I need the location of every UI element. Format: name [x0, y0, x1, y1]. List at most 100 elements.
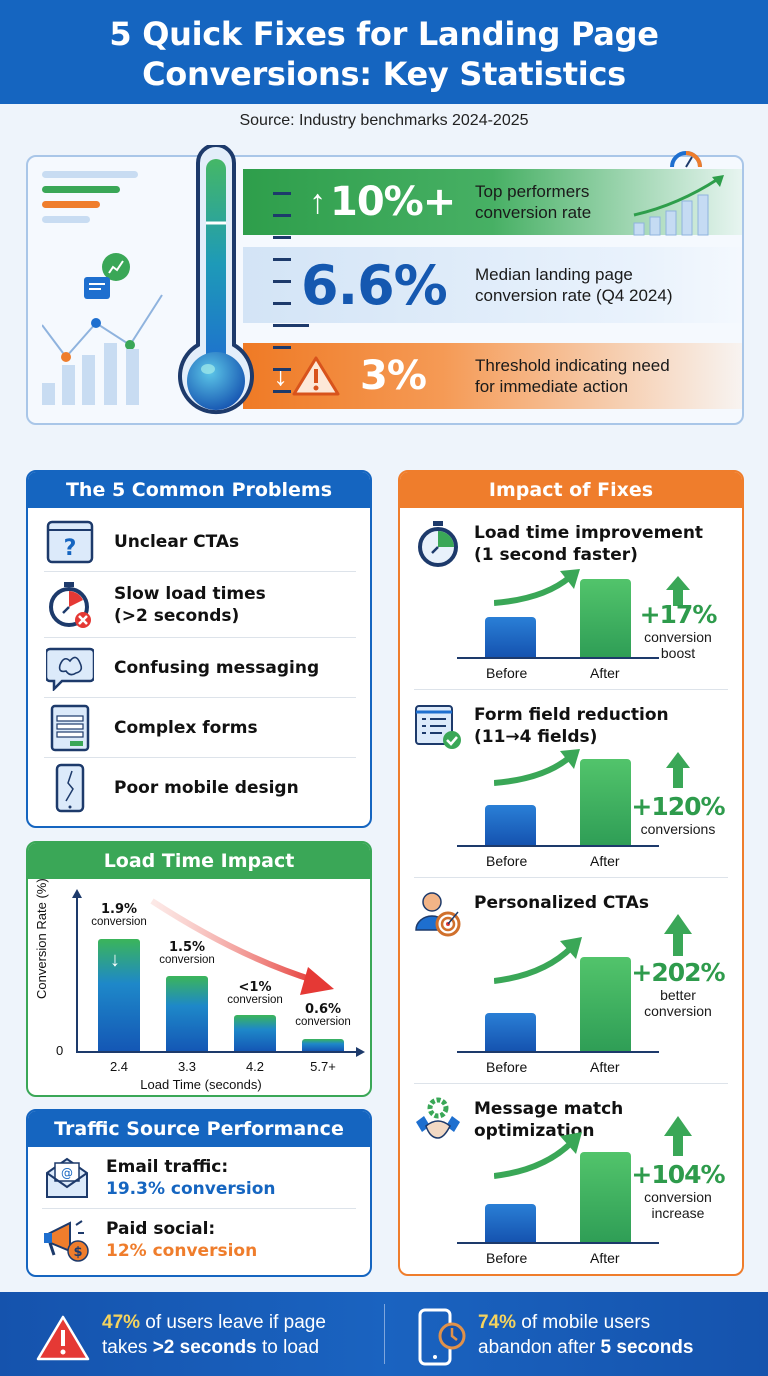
arrow-up-icon: [666, 576, 690, 606]
top-performers-desc: Top performers conversion rate: [475, 182, 592, 222]
arrow-up-icon: ↑: [309, 182, 326, 221]
chart-bar: [166, 976, 208, 1051]
handshake-gear-icon: [416, 1097, 460, 1139]
top-performers-value: 10%+: [330, 179, 456, 225]
traffic-source-panel: Traffic Source Performance @ Email traff…: [26, 1109, 372, 1277]
footer-stats-bar: 47% of users leave if page takes >2 seco…: [0, 1292, 768, 1376]
email-icon: @: [46, 1157, 88, 1198]
form-icon: [50, 704, 90, 751]
footer-stat-load: 47% of users leave if page takes >2 seco…: [102, 1312, 326, 1358]
chart-bar: [234, 1015, 276, 1051]
problem-item: Slow load times (>2 seconds): [44, 572, 356, 638]
threshold-value: 3%: [360, 353, 427, 399]
fix-item-message-match: Message match optimization Before After +…: [414, 1084, 728, 1274]
arrow-up-icon: [664, 914, 692, 956]
common-problems-panel: The 5 Common Problems ? Unclear CTAs Slo…: [26, 470, 372, 828]
improvement-stat: +17% conversion boost: [639, 600, 718, 661]
arrow-down-icon: ↓: [273, 359, 288, 392]
x-axis-label: Load Time (seconds): [140, 1077, 262, 1092]
median-band: 6.6% Median landing page conversion rate …: [243, 247, 742, 323]
bar-label: 1.9% conversion: [91, 902, 147, 928]
arrow-up-icon: [666, 752, 690, 792]
after-bar: [580, 1152, 631, 1242]
problem-item: Poor mobile design: [44, 758, 356, 818]
fix-item-form-fields: Form field reduction (11→4 fields) Before…: [414, 690, 728, 878]
megaphone-dollar-icon: $: [44, 1220, 89, 1262]
top-performers-band: ↑ 10%+ Top performers conversion rate: [243, 151, 742, 236]
median-value: 6.6%: [301, 253, 448, 317]
before-bar: [485, 617, 536, 657]
growth-arrow-icon: [494, 569, 580, 606]
footer-stat-mobile: 74% of mobile users abandon after 5 seco…: [478, 1312, 694, 1358]
warning-icon: [292, 356, 340, 396]
page-header: 5 Quick Fixes for Landing Page Conversion…: [0, 0, 768, 104]
stopwatch-icon: [418, 521, 458, 567]
fix-item-personalized-ctas: Personalized CTAs Before After +202% bett…: [414, 878, 728, 1084]
panel-title: Traffic Source Performance: [28, 1111, 370, 1147]
x-tick: 2.4: [109, 1059, 129, 1074]
thermometer-scale: [273, 192, 309, 412]
bar-label: 0.6% conversion: [295, 1002, 351, 1028]
svg-text:?: ?: [64, 536, 77, 561]
source-note: Source: Industry benchmarks 2024-2025: [239, 112, 529, 129]
problem-item: Complex forms: [44, 698, 356, 758]
problem-item: Confusing messaging: [44, 638, 356, 698]
email-conversion-value: 19.3% conversion: [106, 1178, 276, 1199]
svg-text:$: $: [73, 1245, 82, 1260]
divider: [384, 1304, 385, 1364]
before-bar: [485, 1013, 536, 1051]
median-desc: Median landing page conversion rate (Q4 2…: [475, 265, 673, 305]
benchmark-hero: ↑ 10%+ Top performers conversion rate 6.6…: [26, 145, 744, 425]
x-tick: 4.2: [245, 1059, 265, 1074]
before-bar: [485, 805, 536, 845]
fix-item-load-time: Load time improvement (1 second faster) B…: [414, 508, 728, 690]
arrow-up-icon: [664, 1116, 692, 1156]
x-tick: 5.7+: [310, 1059, 336, 1074]
after-bar: [580, 759, 631, 845]
line-chart-icon: [41, 253, 163, 405]
page-title: 5 Quick Fixes for Landing Page Conversion…: [109, 15, 659, 93]
improvement-stat: +120% conversions: [631, 792, 725, 837]
alert-triangle-icon: [36, 1315, 90, 1361]
dashboard-decoration: [41, 171, 172, 410]
chart-bar: ↓: [98, 939, 140, 1051]
panel-title: The 5 Common Problems: [28, 472, 370, 508]
traffic-item: $ Paid social: 12% conversion: [42, 1209, 356, 1271]
threshold-band: ↓ 3% Threshold indicating need for immedi…: [243, 343, 742, 409]
impact-of-fixes-panel: Impact of Fixes Load time improvement (1 …: [398, 470, 744, 1276]
decline-arrow-icon: [150, 898, 334, 995]
threshold-desc: Threshold indicating need for immediate a…: [475, 356, 670, 396]
stopwatch-error-icon: [49, 581, 91, 628]
thermometer-icon: [178, 145, 254, 415]
svg-text:@: @: [61, 1166, 73, 1180]
growth-chart-icon: [633, 151, 724, 236]
after-bar: [580, 579, 631, 657]
tangled-speech-bubble-icon: [46, 647, 94, 691]
browser-question-icon: ?: [46, 520, 94, 563]
chart-bar: [302, 1039, 344, 1051]
arrow-down-icon: ↓: [110, 949, 120, 971]
panel-title: Impact of Fixes: [400, 472, 742, 508]
bar-label: 1.5% conversion: [159, 940, 215, 966]
growth-arrow-icon: [494, 1132, 582, 1179]
x-axis: [76, 1051, 358, 1053]
load-time-impact-panel: Load Time Impact Conversion Rate (%) 0 ↓…: [26, 841, 372, 1097]
growth-arrow-icon: [494, 749, 580, 786]
cracked-phone-icon: [55, 763, 85, 813]
paid-social-conversion-value: 12% conversion: [106, 1241, 258, 1261]
x-tick: 3.3: [177, 1059, 197, 1074]
form-check-icon: [415, 705, 461, 749]
load-time-chart: Conversion Rate (%) 0 ↓ 1.9% conversion 1…: [28, 878, 370, 1092]
user-target-icon: [415, 892, 461, 937]
before-bar: [485, 1204, 536, 1242]
problem-item: ? Unclear CTAs: [44, 512, 356, 572]
improvement-stat: +202% better conversion: [631, 958, 725, 1019]
mobile-clock-icon: [418, 1308, 466, 1366]
panel-title: Load Time Impact: [28, 843, 370, 879]
y-axis: [76, 893, 78, 1051]
y-axis-label: Conversion Rate (%): [34, 878, 49, 999]
improvement-stat: +104% conversion increase: [631, 1160, 725, 1221]
traffic-item: @ Email traffic: 19.3% conversion: [42, 1147, 356, 1209]
after-bar: [580, 957, 631, 1051]
growth-arrow-icon: [494, 937, 582, 984]
